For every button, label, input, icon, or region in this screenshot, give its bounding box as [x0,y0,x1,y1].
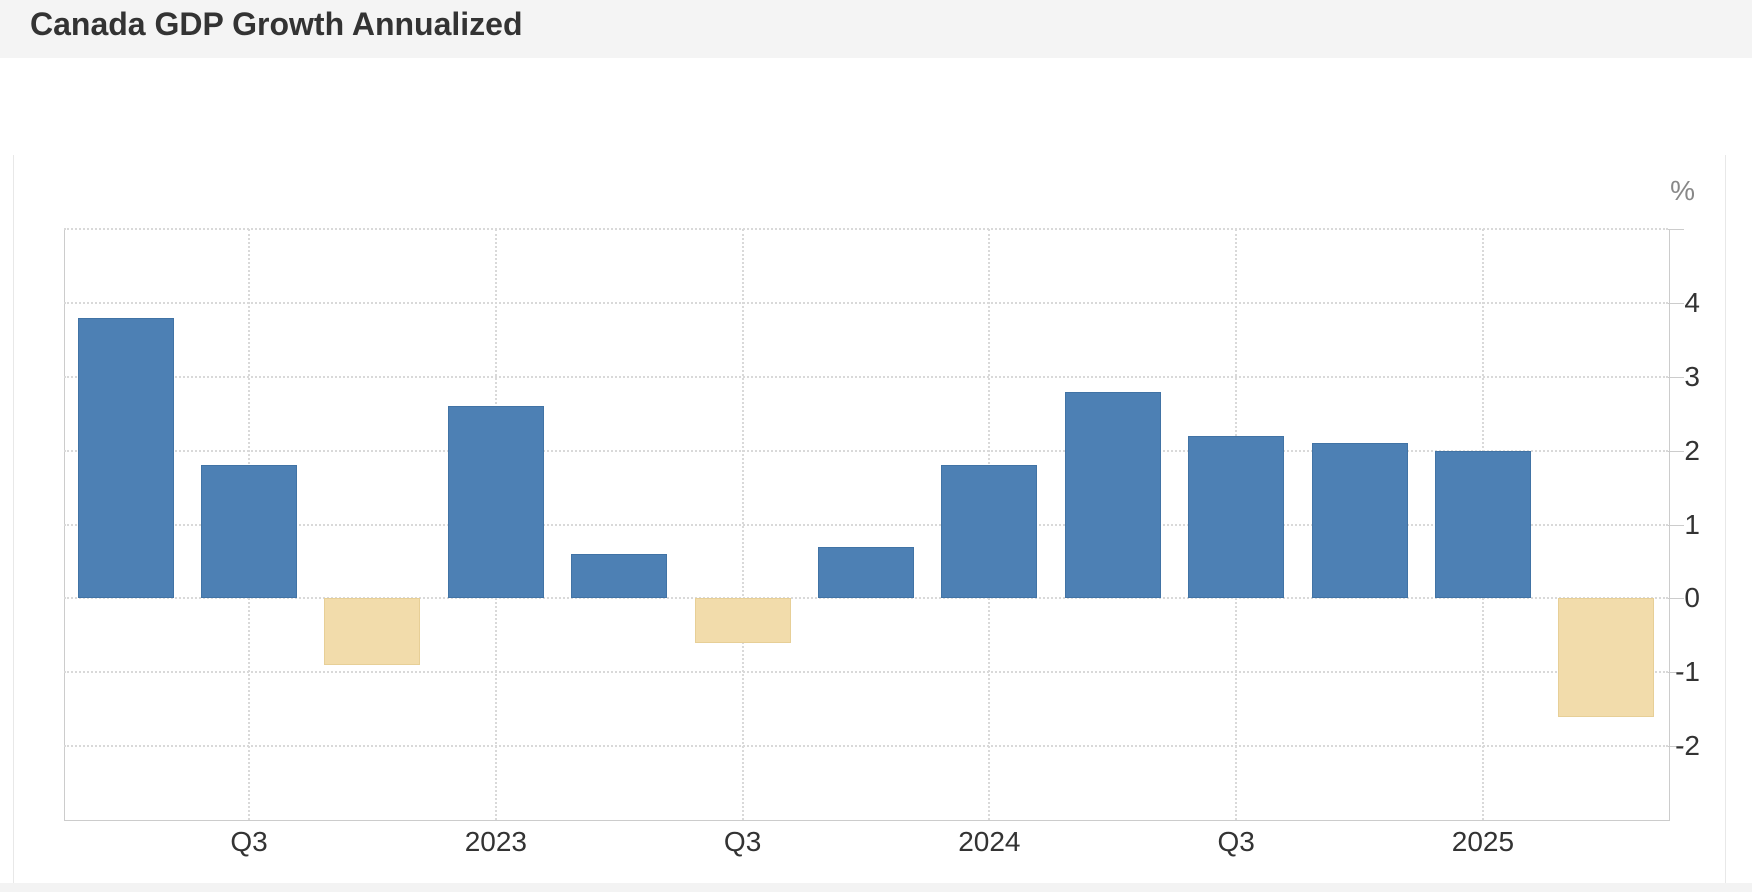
bar-2023-q4[interactable] [818,546,914,599]
y-axis-unit-label: % [1670,175,1695,206]
x-axis-label: Q3 [230,826,268,857]
bar-2024-q4[interactable] [1311,443,1408,599]
h-gridline [64,523,1668,526]
h-gridline [64,597,1668,600]
page-header: Canada GDP Growth Annualized [0,0,1752,58]
h-gridline [64,228,1668,230]
y-axis-label: 3 [1684,360,1700,392]
bar-2025-q1[interactable] [1434,450,1531,599]
h-gridline [64,449,1668,452]
bar-2022-q2[interactable] [77,317,174,599]
bar-2022-q3[interactable] [201,465,298,599]
y-axis-tick [1668,598,1684,600]
x-axis-label: 2025 [1451,826,1515,857]
x-axis-label: Q3 [1217,826,1255,857]
v-gridline [741,229,744,820]
h-gridline [64,745,1668,748]
y-axis-tick [1668,376,1684,378]
bar-2024-q2[interactable] [1064,391,1161,599]
h-gridline [64,375,1668,378]
y-axis-label: 4 [1684,286,1700,318]
h-gridline [64,301,1668,304]
y-axis-tick [1668,302,1684,304]
h-gridline [64,671,1668,674]
bar-2023-q2[interactable] [571,554,668,599]
y-axis-label: 2 [1684,434,1700,466]
chart-title: Canada GDP Growth Annualized [30,6,523,42]
bar-2023-q1[interactable] [447,406,544,599]
x-axis-label: 2023 [464,826,527,857]
y-axis-tick [1668,450,1684,452]
y-axis-tick [1668,672,1684,674]
y-axis-label: -1 [1675,656,1700,688]
bar-2024-q3[interactable] [1188,435,1285,599]
bar-2024-q1[interactable] [941,465,1038,599]
x-axis-label: 2024 [958,826,1021,857]
y-axis-label: -2 [1675,730,1700,762]
bar-2025-q2[interactable] [1558,598,1655,717]
footer-strip [0,883,1752,892]
bar-2023-q3[interactable] [694,598,791,643]
y-axis-tick [1668,746,1684,748]
y-axis-label: 0 [1684,582,1700,614]
y-axis-tick [1668,524,1684,526]
y-axis-label: 1 [1684,508,1700,540]
x-axis-label: Q3 [723,826,762,857]
y-axis-tick [1668,229,1684,230]
bar-2022-q4[interactable] [324,598,421,665]
